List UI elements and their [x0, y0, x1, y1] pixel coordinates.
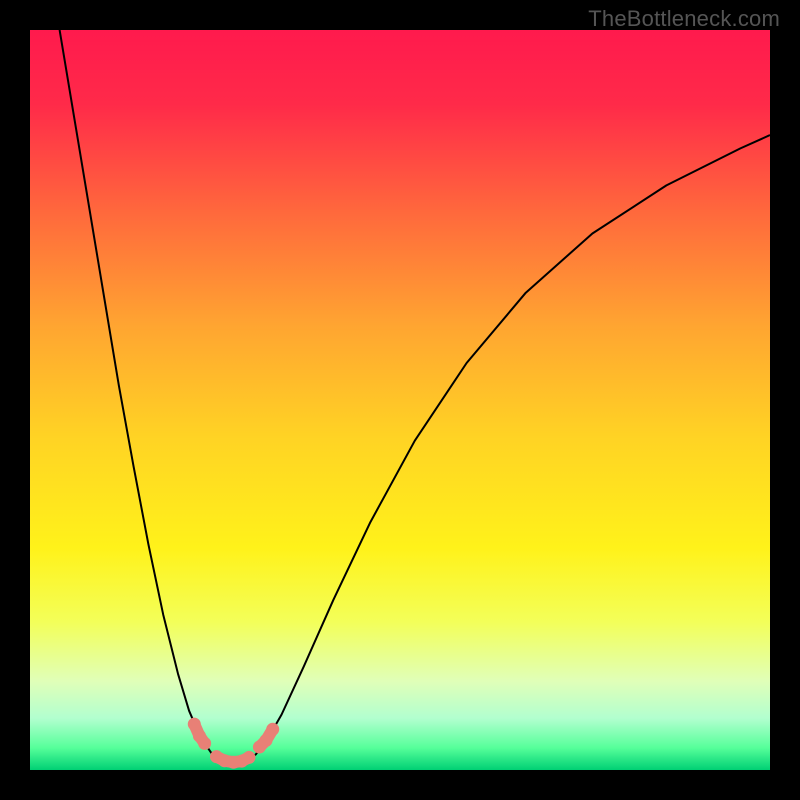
marker-bottom-4 [243, 751, 255, 763]
plot-area [30, 30, 770, 770]
gradient-background [30, 30, 770, 770]
marker-right-2 [267, 723, 279, 735]
watermark-text: TheBottleneck.com [588, 6, 780, 32]
marker-right-1 [260, 734, 272, 746]
outer-frame: TheBottleneck.com [0, 0, 800, 800]
marker-left-0 [188, 718, 200, 730]
marker-left-2 [199, 737, 211, 749]
plot-svg [30, 30, 770, 770]
